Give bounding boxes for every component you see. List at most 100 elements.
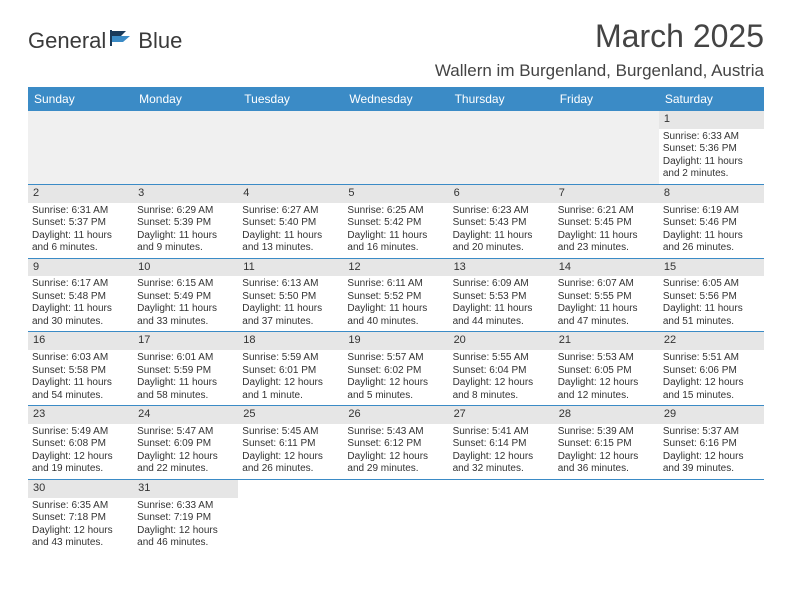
sunset-text: Sunset: 6:15 PM bbox=[558, 438, 655, 451]
daylight-text: Daylight: 11 hours and 47 minutes. bbox=[558, 303, 655, 328]
day-cell: 12Sunrise: 6:11 AMSunset: 5:52 PMDayligh… bbox=[343, 259, 448, 332]
sunset-text: Sunset: 5:56 PM bbox=[663, 291, 760, 304]
day-cell: 19Sunrise: 5:57 AMSunset: 6:02 PMDayligh… bbox=[343, 332, 448, 405]
day-number: 13 bbox=[449, 259, 554, 277]
sunset-text: Sunset: 6:08 PM bbox=[32, 438, 129, 451]
sunrise-text: Sunrise: 6:01 AM bbox=[137, 352, 234, 365]
day-number: 27 bbox=[449, 406, 554, 424]
day-cell: 8Sunrise: 6:19 AMSunset: 5:46 PMDaylight… bbox=[659, 185, 764, 258]
day-cell: 3Sunrise: 6:29 AMSunset: 5:39 PMDaylight… bbox=[133, 185, 238, 258]
sunset-text: Sunset: 5:43 PM bbox=[453, 217, 550, 230]
day-number: 6 bbox=[449, 185, 554, 203]
sunrise-text: Sunrise: 6:09 AM bbox=[453, 278, 550, 291]
day-cell: 18Sunrise: 5:59 AMSunset: 6:01 PMDayligh… bbox=[238, 332, 343, 405]
sunset-text: Sunset: 7:19 PM bbox=[137, 512, 234, 525]
daylight-text: Daylight: 11 hours and 23 minutes. bbox=[558, 230, 655, 255]
day-number: 21 bbox=[554, 332, 659, 350]
dow-cell: Tuesday bbox=[238, 87, 343, 111]
daylight-text: Daylight: 11 hours and 20 minutes. bbox=[453, 230, 550, 255]
day-cell: 29Sunrise: 5:37 AMSunset: 6:16 PMDayligh… bbox=[659, 406, 764, 479]
day-cell: 2Sunrise: 6:31 AMSunset: 5:37 PMDaylight… bbox=[28, 185, 133, 258]
day-cell: 30Sunrise: 6:35 AMSunset: 7:18 PMDayligh… bbox=[28, 480, 133, 553]
daylight-text: Daylight: 12 hours and 1 minute. bbox=[242, 377, 339, 402]
daylight-text: Daylight: 11 hours and 51 minutes. bbox=[663, 303, 760, 328]
daylight-text: Daylight: 11 hours and 58 minutes. bbox=[137, 377, 234, 402]
day-number: 20 bbox=[449, 332, 554, 350]
daylight-text: Daylight: 11 hours and 16 minutes. bbox=[347, 230, 444, 255]
day-number: 17 bbox=[133, 332, 238, 350]
day-cell: 31Sunrise: 6:33 AMSunset: 7:19 PMDayligh… bbox=[133, 480, 238, 553]
day-cell: 6 Sunrise: 6:23 AMSunset: 5:43 PMDaylight… bbox=[449, 185, 554, 258]
daylight-text: Daylight: 12 hours and 26 minutes. bbox=[242, 451, 339, 476]
sunset-text: Sunset: 6:05 PM bbox=[558, 365, 655, 378]
day-number: 26 bbox=[343, 406, 448, 424]
day-number: 2 bbox=[28, 185, 133, 203]
day-cell bbox=[659, 480, 764, 553]
sunset-text: Sunset: 5:55 PM bbox=[558, 291, 655, 304]
daylight-text: Daylight: 12 hours and 29 minutes. bbox=[347, 451, 444, 476]
sunrise-text: Sunrise: 6:19 AM bbox=[663, 205, 760, 218]
sunset-text: Sunset: 5:36 PM bbox=[663, 143, 760, 156]
week-row: 9Sunrise: 6:17 AMSunset: 5:48 PMDaylight… bbox=[28, 259, 764, 333]
day-number: 10 bbox=[133, 259, 238, 277]
day-cell: 4Sunrise: 6:27 AMSunset: 5:40 PMDaylight… bbox=[238, 185, 343, 258]
day-cell bbox=[133, 111, 238, 184]
sunrise-text: Sunrise: 5:55 AM bbox=[453, 352, 550, 365]
dow-cell: Monday bbox=[133, 87, 238, 111]
day-number: 18 bbox=[238, 332, 343, 350]
week-row: 23Sunrise: 5:49 AMSunset: 6:08 PMDayligh… bbox=[28, 406, 764, 480]
sunrise-text: Sunrise: 5:39 AM bbox=[558, 426, 655, 439]
daylight-text: Daylight: 11 hours and 6 minutes. bbox=[32, 230, 129, 255]
sunset-text: Sunset: 6:12 PM bbox=[347, 438, 444, 451]
dow-cell: Thursday bbox=[449, 87, 554, 111]
weeks-container: 1Sunrise: 6:33 AMSunset: 5:36 PMDaylight… bbox=[28, 111, 764, 553]
sunset-text: Sunset: 6:11 PM bbox=[242, 438, 339, 451]
daylight-text: Daylight: 12 hours and 12 minutes. bbox=[558, 377, 655, 402]
day-cell: 28Sunrise: 5:39 AMSunset: 6:15 PMDayligh… bbox=[554, 406, 659, 479]
day-number: 5 bbox=[343, 185, 448, 203]
day-cell: 20Sunrise: 5:55 AMSunset: 6:04 PMDayligh… bbox=[449, 332, 554, 405]
sunrise-text: Sunrise: 6:15 AM bbox=[137, 278, 234, 291]
sunrise-text: Sunrise: 6:27 AM bbox=[242, 205, 339, 218]
week-row: 30Sunrise: 6:35 AMSunset: 7:18 PMDayligh… bbox=[28, 480, 764, 553]
day-number: 25 bbox=[238, 406, 343, 424]
dow-cell: Saturday bbox=[659, 87, 764, 111]
day-cell: 22Sunrise: 5:51 AMSunset: 6:06 PMDayligh… bbox=[659, 332, 764, 405]
sunset-text: Sunset: 5:45 PM bbox=[558, 217, 655, 230]
sunrise-text: Sunrise: 5:59 AM bbox=[242, 352, 339, 365]
day-cell bbox=[554, 480, 659, 553]
sunset-text: Sunset: 5:42 PM bbox=[347, 217, 444, 230]
day-cell bbox=[554, 111, 659, 184]
sunrise-text: Sunrise: 6:21 AM bbox=[558, 205, 655, 218]
day-cell bbox=[449, 111, 554, 184]
sunset-text: Sunset: 7:18 PM bbox=[32, 512, 129, 525]
sunset-text: Sunset: 5:40 PM bbox=[242, 217, 339, 230]
daylight-text: Daylight: 11 hours and 44 minutes. bbox=[453, 303, 550, 328]
month-title: March 2025 bbox=[435, 18, 764, 55]
sunrise-text: Sunrise: 6:11 AM bbox=[347, 278, 444, 291]
day-cell bbox=[238, 111, 343, 184]
week-row: 16Sunrise: 6:03 AMSunset: 5:58 PMDayligh… bbox=[28, 332, 764, 406]
daylight-text: Daylight: 11 hours and 9 minutes. bbox=[137, 230, 234, 255]
day-cell: 23Sunrise: 5:49 AMSunset: 6:08 PMDayligh… bbox=[28, 406, 133, 479]
logo-text-1: General bbox=[28, 28, 106, 54]
sunrise-text: Sunrise: 5:49 AM bbox=[32, 426, 129, 439]
day-cell: 24Sunrise: 5:47 AMSunset: 6:09 PMDayligh… bbox=[133, 406, 238, 479]
sunrise-text: Sunrise: 6:33 AM bbox=[663, 131, 760, 144]
dow-cell: Friday bbox=[554, 87, 659, 111]
day-cell: 11Sunrise: 6:13 AMSunset: 5:50 PMDayligh… bbox=[238, 259, 343, 332]
day-cell: 26Sunrise: 5:43 AMSunset: 6:12 PMDayligh… bbox=[343, 406, 448, 479]
sunrise-text: Sunrise: 5:53 AM bbox=[558, 352, 655, 365]
sunset-text: Sunset: 5:49 PM bbox=[137, 291, 234, 304]
day-number: 8 bbox=[659, 185, 764, 203]
day-cell: 16Sunrise: 6:03 AMSunset: 5:58 PMDayligh… bbox=[28, 332, 133, 405]
day-cell bbox=[238, 480, 343, 553]
day-cell: 25Sunrise: 5:45 AMSunset: 6:11 PMDayligh… bbox=[238, 406, 343, 479]
sunrise-text: Sunrise: 6:23 AM bbox=[453, 205, 550, 218]
daylight-text: Daylight: 11 hours and 54 minutes. bbox=[32, 377, 129, 402]
day-number: 11 bbox=[238, 259, 343, 277]
sunrise-text: Sunrise: 6:25 AM bbox=[347, 205, 444, 218]
day-cell: 9Sunrise: 6:17 AMSunset: 5:48 PMDaylight… bbox=[28, 259, 133, 332]
title-block: March 2025 Wallern im Burgenland, Burgen… bbox=[435, 18, 764, 81]
day-number: 15 bbox=[659, 259, 764, 277]
